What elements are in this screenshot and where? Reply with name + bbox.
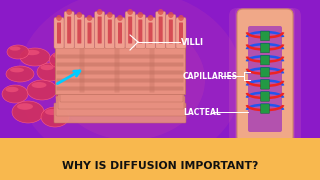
FancyBboxPatch shape	[115, 46, 119, 93]
Ellipse shape	[107, 12, 113, 18]
Ellipse shape	[18, 0, 243, 170]
Ellipse shape	[74, 58, 84, 62]
Ellipse shape	[53, 53, 65, 58]
FancyBboxPatch shape	[260, 68, 269, 77]
FancyBboxPatch shape	[55, 47, 185, 94]
FancyBboxPatch shape	[229, 8, 301, 144]
FancyBboxPatch shape	[57, 62, 183, 66]
FancyBboxPatch shape	[260, 55, 269, 65]
FancyBboxPatch shape	[54, 103, 186, 123]
FancyBboxPatch shape	[57, 78, 183, 82]
FancyBboxPatch shape	[98, 17, 102, 44]
FancyBboxPatch shape	[156, 12, 166, 48]
Ellipse shape	[117, 15, 123, 21]
Ellipse shape	[31, 82, 46, 88]
FancyBboxPatch shape	[64, 12, 74, 48]
Ellipse shape	[50, 51, 75, 69]
FancyBboxPatch shape	[260, 80, 269, 89]
Ellipse shape	[20, 48, 50, 66]
FancyBboxPatch shape	[57, 55, 183, 58]
Ellipse shape	[2, 85, 28, 103]
FancyBboxPatch shape	[74, 15, 84, 48]
FancyBboxPatch shape	[77, 19, 81, 44]
FancyBboxPatch shape	[248, 26, 282, 132]
FancyBboxPatch shape	[115, 17, 125, 48]
FancyBboxPatch shape	[57, 71, 183, 75]
FancyBboxPatch shape	[87, 22, 92, 44]
FancyBboxPatch shape	[79, 46, 84, 93]
FancyBboxPatch shape	[135, 15, 145, 48]
FancyBboxPatch shape	[138, 19, 142, 44]
Ellipse shape	[86, 45, 174, 115]
Ellipse shape	[59, 90, 71, 95]
Ellipse shape	[7, 45, 29, 59]
Ellipse shape	[97, 9, 102, 15]
Ellipse shape	[27, 80, 57, 100]
Ellipse shape	[41, 65, 53, 70]
FancyBboxPatch shape	[260, 43, 269, 53]
Ellipse shape	[41, 107, 69, 127]
Ellipse shape	[12, 101, 44, 123]
Text: VILLI: VILLI	[181, 37, 204, 46]
FancyBboxPatch shape	[260, 104, 269, 113]
Ellipse shape	[10, 68, 24, 72]
FancyBboxPatch shape	[108, 19, 112, 44]
Ellipse shape	[25, 50, 39, 55]
Ellipse shape	[5, 87, 19, 92]
FancyBboxPatch shape	[149, 46, 155, 93]
Ellipse shape	[138, 12, 143, 18]
FancyBboxPatch shape	[260, 31, 269, 41]
Ellipse shape	[148, 15, 153, 21]
FancyBboxPatch shape	[125, 12, 135, 48]
Ellipse shape	[72, 57, 92, 71]
FancyBboxPatch shape	[56, 96, 185, 116]
FancyBboxPatch shape	[148, 22, 153, 44]
Ellipse shape	[76, 12, 82, 18]
Ellipse shape	[10, 46, 20, 51]
FancyBboxPatch shape	[176, 17, 186, 48]
FancyBboxPatch shape	[58, 89, 184, 109]
Ellipse shape	[178, 15, 184, 21]
FancyBboxPatch shape	[128, 17, 132, 44]
FancyBboxPatch shape	[169, 19, 173, 44]
FancyBboxPatch shape	[235, 8, 295, 144]
Ellipse shape	[87, 15, 92, 21]
FancyBboxPatch shape	[260, 92, 269, 101]
FancyBboxPatch shape	[179, 22, 183, 44]
Ellipse shape	[67, 71, 77, 75]
Ellipse shape	[17, 103, 33, 110]
FancyBboxPatch shape	[0, 138, 320, 180]
Ellipse shape	[6, 66, 34, 82]
Ellipse shape	[56, 88, 80, 106]
Ellipse shape	[45, 109, 59, 115]
Ellipse shape	[66, 9, 72, 15]
Text: CAPILLARIES: CAPILLARIES	[183, 71, 238, 80]
Ellipse shape	[158, 9, 164, 15]
Ellipse shape	[55, 20, 205, 140]
Ellipse shape	[37, 63, 63, 81]
FancyBboxPatch shape	[118, 22, 122, 44]
Text: WHY IS DIFFUSION IMPORTANT?: WHY IS DIFFUSION IMPORTANT?	[62, 161, 258, 171]
Ellipse shape	[56, 15, 62, 21]
FancyBboxPatch shape	[57, 87, 183, 91]
Ellipse shape	[168, 12, 174, 18]
Ellipse shape	[64, 69, 86, 85]
FancyBboxPatch shape	[166, 15, 176, 48]
FancyBboxPatch shape	[105, 15, 115, 48]
FancyBboxPatch shape	[60, 82, 183, 102]
FancyBboxPatch shape	[67, 17, 71, 44]
FancyBboxPatch shape	[237, 9, 293, 143]
Text: LACTEAL: LACTEAL	[183, 107, 221, 116]
FancyBboxPatch shape	[95, 12, 105, 48]
FancyBboxPatch shape	[84, 17, 94, 48]
FancyBboxPatch shape	[57, 22, 61, 44]
FancyBboxPatch shape	[54, 17, 64, 48]
FancyBboxPatch shape	[146, 17, 156, 48]
Ellipse shape	[127, 9, 133, 15]
FancyBboxPatch shape	[159, 17, 163, 44]
